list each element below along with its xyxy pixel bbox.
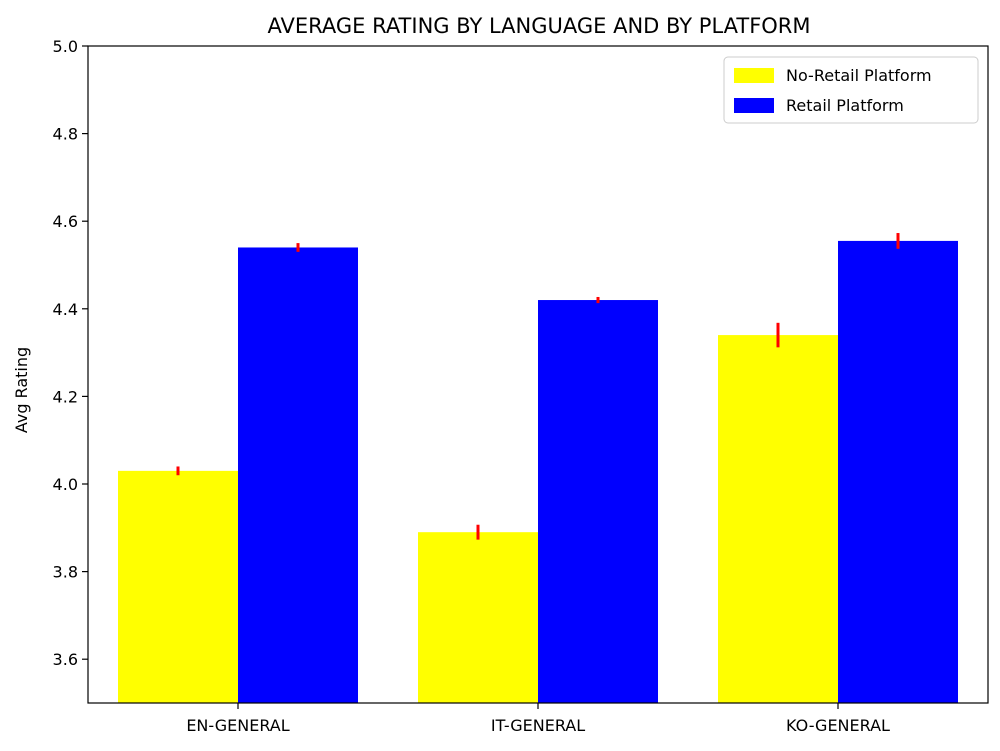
legend-label: No-Retail Platform — [786, 66, 932, 85]
y-tick-label: 4.6 — [53, 212, 78, 231]
bar — [838, 240, 958, 703]
bars-layer — [118, 240, 958, 704]
x-tick-label: IT-GENERAL — [491, 716, 585, 735]
bar — [718, 335, 838, 703]
legend-swatch — [734, 68, 774, 83]
x-tick-label: KO-GENERAL — [786, 716, 890, 735]
error-bars-layer — [176, 233, 900, 540]
y-tick-label: 3.6 — [53, 650, 78, 669]
legend-frame — [723, 56, 979, 124]
bar — [118, 470, 238, 703]
axes-layer: 3.6 3.8 4.0 4.2 4.4 4.6 4.8 5.0 EN-GENERAL IT-GEN… — [53, 37, 989, 735]
chart-title: AVERAGE RATING BY LANGUAGE AND BY PLATFO… — [267, 14, 810, 38]
y-tick-label: 5.0 — [53, 37, 78, 56]
y-tick-label: 4.8 — [53, 125, 78, 144]
bar — [418, 532, 538, 703]
legend-label: Retail Platform — [786, 96, 904, 115]
y-tick-label: 4.0 — [53, 475, 78, 494]
bar — [238, 247, 358, 704]
legend-swatch — [734, 98, 774, 113]
y-tick-label: 4.2 — [53, 387, 78, 406]
y-tick-label: 4.4 — [53, 300, 78, 319]
legend: No-Retail Platform Retail Platform — [723, 56, 979, 124]
y-axis-label: Avg Rating — [12, 347, 31, 433]
x-tick-label: EN-GENERAL — [186, 716, 289, 735]
y-tick-label: 3.8 — [53, 563, 78, 582]
bar — [538, 300, 658, 703]
